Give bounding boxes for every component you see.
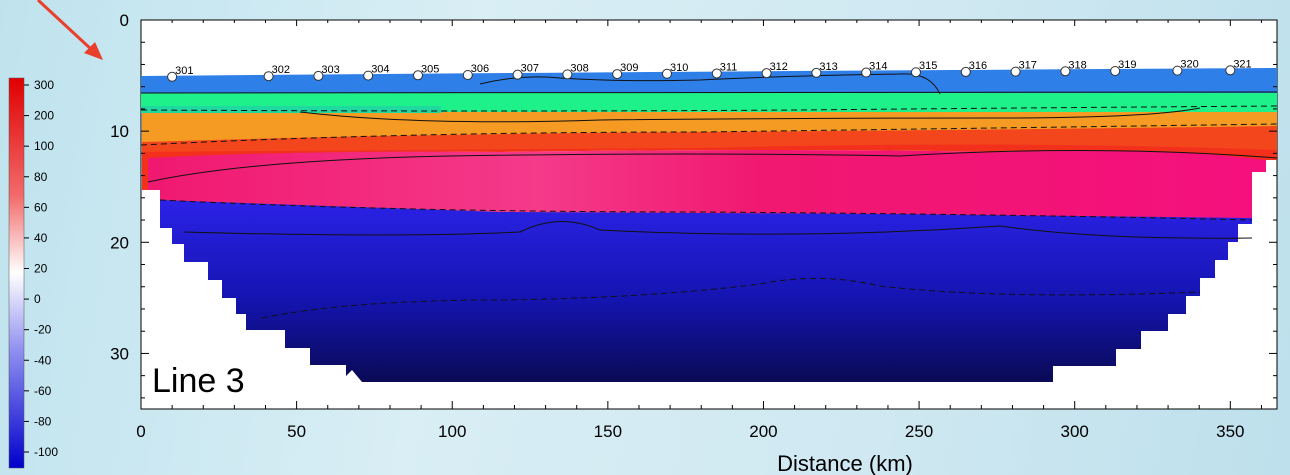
colorbar-tick-label: 300	[34, 78, 54, 92]
x-axis-label: Distance (km)	[777, 451, 913, 475]
station-label: 310	[670, 62, 688, 74]
station-marker	[910, 67, 921, 78]
x-tick-label: 0	[136, 422, 145, 441]
contour-line	[479, 73, 941, 95]
station-marker	[661, 68, 672, 79]
x-tick-label: 250	[905, 422, 933, 441]
colorbar-tick-label: -80	[34, 414, 52, 428]
colorbar-tick-label: 200	[34, 109, 54, 123]
station-label: 317	[1019, 60, 1037, 72]
station-marker	[562, 69, 573, 80]
station-label: 304	[371, 64, 389, 76]
station-marker	[811, 67, 822, 78]
colorbar-tick-label: 60	[34, 200, 48, 214]
layer-blue-top	[141, 68, 1277, 93]
station-label: 313	[819, 61, 837, 73]
x-tick-label: 150	[594, 422, 622, 441]
y-tick-label: 20	[110, 233, 129, 252]
contour-line	[141, 105, 1277, 112]
contour-line	[299, 107, 1201, 123]
station-label: 321	[1233, 58, 1251, 70]
station-marker	[861, 67, 872, 78]
contour-line	[141, 91, 1277, 94]
station-label: 302	[272, 64, 290, 76]
station-label: 305	[421, 63, 439, 75]
station-marker	[1010, 66, 1021, 77]
y-tick-label: 10	[110, 122, 129, 141]
station-label: 306	[471, 63, 489, 75]
axes: 0 50 100 150 200 250 300 350 0 10 20 30	[110, 11, 1277, 441]
station-label: 311	[720, 61, 738, 73]
contour-lines	[141, 73, 1277, 319]
colorbar-tick-label: 100	[34, 139, 54, 153]
station-marker	[313, 70, 324, 81]
layer-green-edge	[141, 106, 441, 113]
station-label: 307	[521, 63, 539, 75]
station-label: 320	[1180, 59, 1198, 71]
contour-line	[141, 123, 1277, 146]
station-label: 316	[969, 60, 987, 72]
station-label: 309	[620, 62, 638, 74]
station-marker	[412, 70, 423, 81]
station-label: 301	[175, 65, 193, 77]
colorbar-tick-label: 40	[34, 231, 48, 245]
x-tick-label: 50	[287, 422, 306, 441]
contour-line	[147, 149, 1277, 183]
station-marker	[612, 69, 623, 80]
station-marker	[1225, 65, 1236, 76]
station-label: 318	[1068, 59, 1086, 71]
station-marker	[1110, 65, 1121, 76]
colorbar-tick-label: 80	[34, 170, 48, 184]
layer-blue-lower	[142, 200, 1266, 382]
station-marker	[512, 69, 523, 80]
station-marker	[167, 71, 178, 82]
station-label: 303	[321, 64, 339, 76]
pointer-arrow	[36, 0, 103, 60]
station-marker	[363, 70, 374, 81]
station-marker	[761, 68, 772, 79]
colorbar-tick-label: 0	[34, 292, 41, 306]
colorbar-tick-label: 20	[34, 262, 48, 276]
colorbar-gradient	[8, 77, 25, 469]
y-tick-label: 30	[110, 344, 129, 363]
station-marker	[1172, 65, 1183, 76]
x-tick-label: 200	[749, 422, 777, 441]
station-marker	[960, 66, 971, 77]
colorbar-tick-label: -60	[34, 384, 52, 398]
x-tick-label: 100	[438, 422, 466, 441]
station-markers: 301 302 303 304 305 306 307 308 309 310 311 312 313 3…	[167, 58, 1252, 82]
station-marker	[462, 69, 473, 80]
velocity-layers	[141, 68, 1277, 382]
layer-magenta	[148, 148, 1266, 218]
station-label: 319	[1118, 59, 1136, 71]
panel-label: Line 3	[152, 362, 245, 400]
y-tick-label: 0	[120, 11, 129, 30]
colorbar-tick-label: -40	[34, 353, 52, 367]
colorbar-tick-label: -20	[34, 323, 52, 337]
contour-line	[261, 278, 1201, 319]
station-marker	[711, 68, 722, 79]
x-tick-label: 350	[1216, 422, 1244, 441]
station-label: 308	[570, 62, 588, 74]
layer-orange	[142, 106, 1277, 142]
station-label: 315	[919, 60, 937, 72]
station-marker	[263, 71, 274, 82]
contour-line	[183, 221, 1253, 239]
station-marker	[1060, 66, 1071, 77]
contour-line	[159, 199, 1253, 221]
station-label: 314	[869, 61, 887, 73]
station-label: 312	[770, 61, 788, 73]
x-tick-label: 300	[1061, 422, 1089, 441]
colorbar-tick-label: -100	[34, 445, 58, 459]
